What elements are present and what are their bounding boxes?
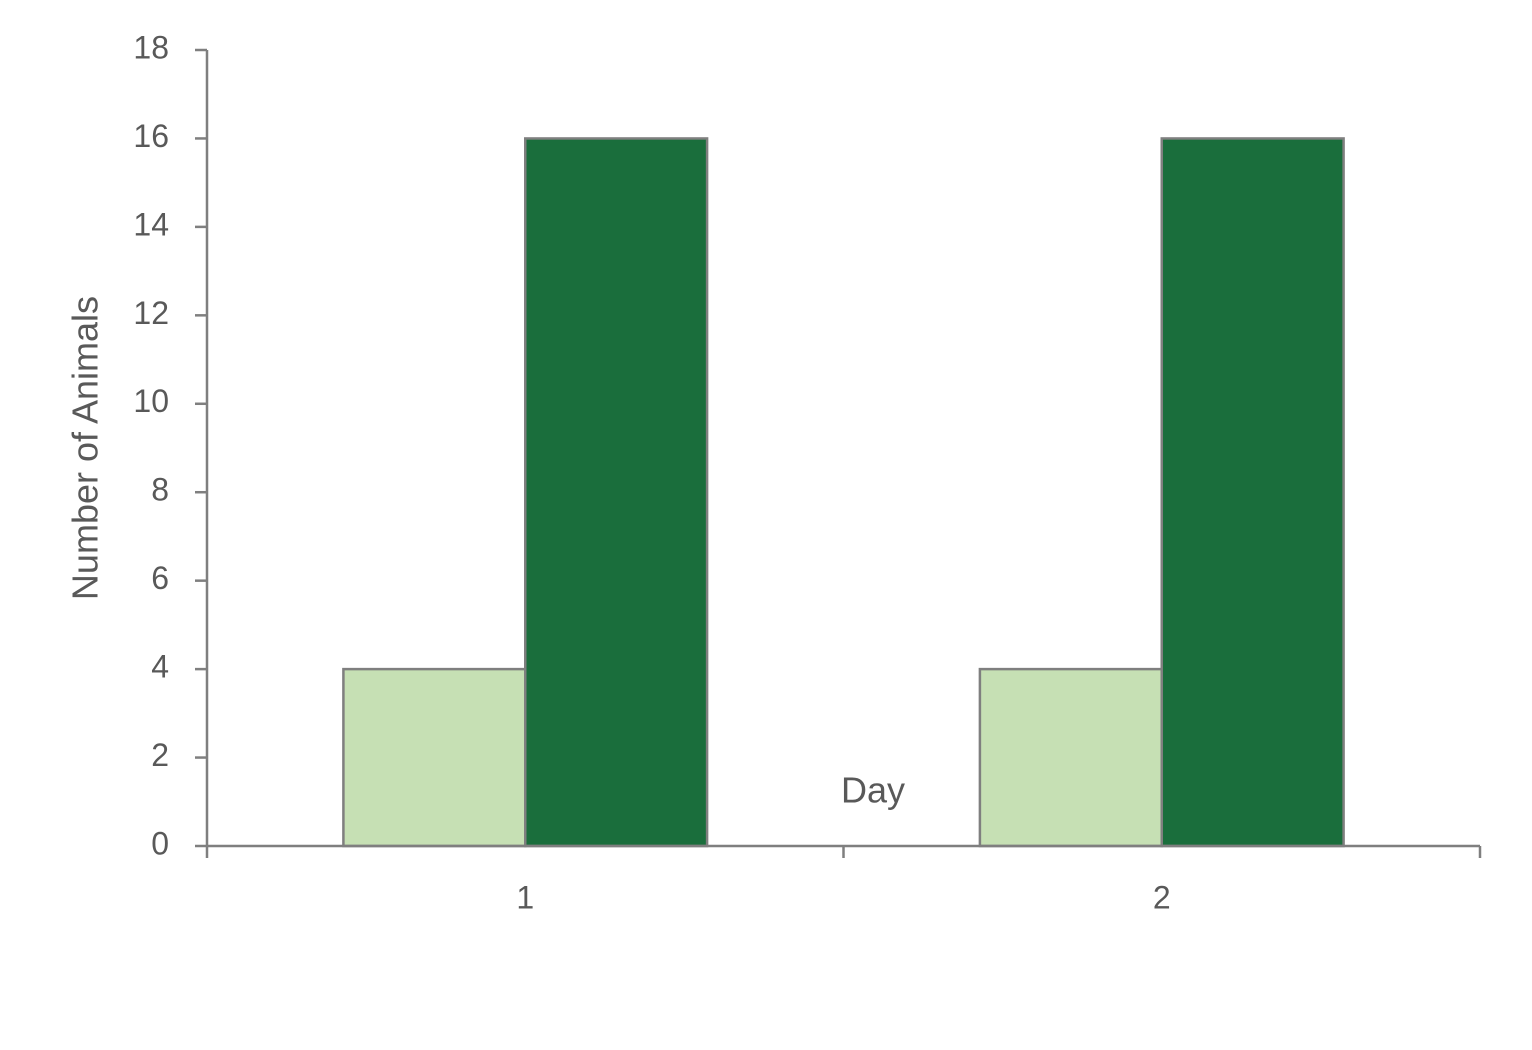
y-tick-label: 14 [133, 206, 169, 242]
y-tick-label: 6 [151, 560, 169, 596]
y-tick-label: 16 [133, 118, 169, 154]
bar [342, 667, 527, 848]
y-tick-label: 8 [151, 472, 169, 508]
y-tick-label: 18 [133, 29, 169, 65]
bar [978, 667, 1164, 848]
y-tick-label: 0 [151, 825, 169, 861]
x-tick-label: 2 [1153, 879, 1171, 915]
x-tick-label: 1 [516, 879, 534, 915]
y-axis-title: Number of Animals [65, 296, 106, 600]
x-axis-title: Day [841, 770, 905, 811]
y-tick-label: 4 [151, 649, 169, 685]
y-tick-label: 10 [133, 383, 169, 419]
bar [524, 137, 709, 848]
bar [1160, 137, 1345, 848]
y-tick-label: 12 [133, 295, 169, 331]
y-tick-label: 2 [151, 737, 169, 773]
